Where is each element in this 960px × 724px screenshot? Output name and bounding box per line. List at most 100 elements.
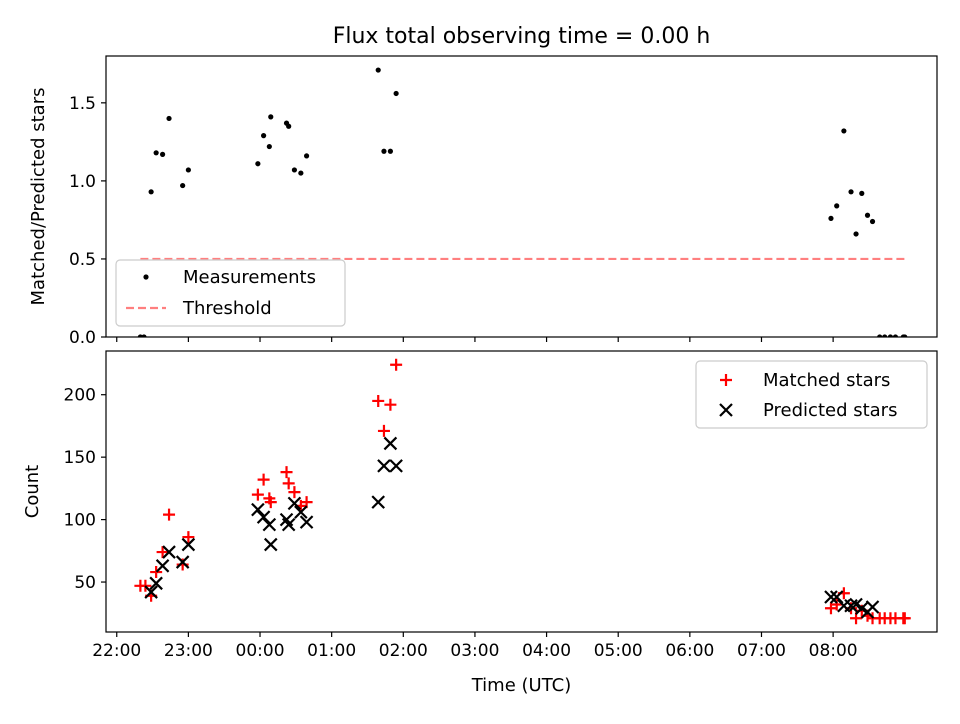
axes-frame: [105, 55, 938, 338]
matched-star-point: [251, 488, 264, 501]
measurement-point: [375, 67, 381, 73]
measurement-point: [877, 334, 883, 337]
predicted-star-point: [844, 598, 858, 613]
legend-label: Predicted stars: [763, 400, 897, 421]
x-tick-label: 08:00: [809, 641, 858, 661]
x-tick-label: 23:00: [164, 641, 213, 661]
legend: Measurements Threshold: [115, 259, 346, 327]
predicted-star-point: [263, 537, 278, 552]
matched-star-point: [156, 546, 169, 559]
matched-star-point: [384, 398, 397, 411]
predicted-star-point: [824, 590, 838, 604]
x-tick-label: 07:00: [737, 641, 786, 661]
measurement-point: [286, 123, 292, 129]
legend-measurement-marker: [143, 274, 149, 280]
measurement-point: [291, 167, 298, 173]
x-tick-label: 00:00: [236, 641, 285, 661]
predicted-star-point: [256, 510, 271, 524]
x-tick-label: 01:00: [307, 641, 356, 661]
plot-area-top: [137, 67, 908, 337]
predicted-star-point: [262, 517, 277, 532]
x-axis-label: Time (UTC): [471, 675, 572, 696]
axes-frame: [105, 350, 938, 633]
y-tick-label: 1.0: [69, 172, 96, 192]
y-tick-label: 100: [64, 511, 96, 531]
measurement-point: [153, 150, 159, 156]
y-tick-label: 1.5: [69, 94, 96, 114]
measurement-point: [141, 334, 147, 337]
x-tick-label: 03:00: [450, 641, 499, 661]
chart-title: Flux total observing time = 0.00 h: [333, 24, 711, 49]
legend-label: Measurements: [183, 267, 316, 288]
predicted-star-point: [181, 537, 196, 552]
measurement-point: [303, 153, 310, 159]
legend-box: [695, 360, 928, 429]
legend-label: Matched stars: [763, 370, 890, 391]
matched-star-point: [898, 612, 911, 625]
measurement-point: [159, 151, 166, 157]
measurement-point: [255, 161, 261, 167]
measurement-point: [268, 114, 274, 120]
predicted-star-point: [829, 590, 844, 604]
x-tick-label: 22:00: [92, 641, 141, 661]
legend-label: Threshold: [182, 298, 272, 319]
predicted-star-point: [371, 495, 386, 509]
matched-star-point: [257, 473, 270, 486]
legend-box: [115, 259, 346, 327]
predicted-starsseries: [144, 436, 880, 619]
measurement-point: [266, 143, 272, 150]
measurement-point: [841, 128, 847, 134]
legend-matched-marker: [720, 374, 732, 386]
matched-star-point: [182, 531, 195, 544]
measurement-point: [180, 182, 186, 189]
measurement-point: [166, 115, 172, 122]
measurement-point: [828, 215, 834, 221]
measurement-point: [381, 148, 387, 154]
y-tick-label: 50: [74, 573, 96, 593]
matched-star-point: [264, 496, 277, 509]
measurement-point: [387, 148, 394, 154]
measurement-point: [902, 334, 908, 337]
predicted-star-point: [162, 545, 176, 559]
matched-star-point: [280, 466, 293, 479]
measurement-point: [848, 189, 854, 195]
legend-predicted-marker: [719, 403, 733, 417]
measurement-point: [892, 334, 899, 337]
y-axis-label: Count: [22, 465, 43, 518]
predicted-star-point: [299, 515, 314, 529]
predicted-star-point: [149, 576, 163, 591]
predicted-star-point: [287, 496, 302, 511]
measurement-point: [887, 334, 894, 337]
measurement-point: [869, 218, 876, 225]
y-tick-label: 200: [64, 386, 96, 406]
x-tick-label: 04:00: [522, 641, 571, 661]
matched-star-point: [288, 486, 301, 499]
measurement-point: [185, 167, 191, 173]
matched-star-point: [282, 477, 295, 490]
measurement-point: [298, 170, 304, 176]
top-panel: 0.0 0.5 1.0 1.5 Matched/Predicted stars Measu…: [28, 55, 938, 348]
matched-star-point: [150, 566, 163, 579]
measurement-point: [882, 334, 888, 337]
matched-star-point: [390, 358, 403, 371]
predicted-star-point: [865, 600, 880, 614]
measurement-point: [393, 90, 399, 97]
matched-star-point: [372, 394, 385, 407]
predicted-star-point: [389, 459, 403, 473]
measurement-point: [853, 231, 859, 237]
measurement-point: [834, 203, 840, 209]
measurement-point: [859, 190, 865, 196]
legend: Matched stars Predicted stars: [695, 360, 928, 429]
measurement-point: [261, 133, 267, 139]
measurement-point: [864, 212, 871, 218]
y-axis-label: Matched/Predicted stars: [28, 88, 49, 306]
measurementsseries: [137, 67, 908, 337]
predicted-star-point: [155, 559, 170, 573]
matched-star-point: [377, 424, 390, 437]
matched-star-point: [830, 598, 843, 611]
predicted-star-point: [377, 459, 391, 473]
matched-star-point: [163, 508, 176, 521]
plot-area-bottom: [134, 358, 911, 625]
